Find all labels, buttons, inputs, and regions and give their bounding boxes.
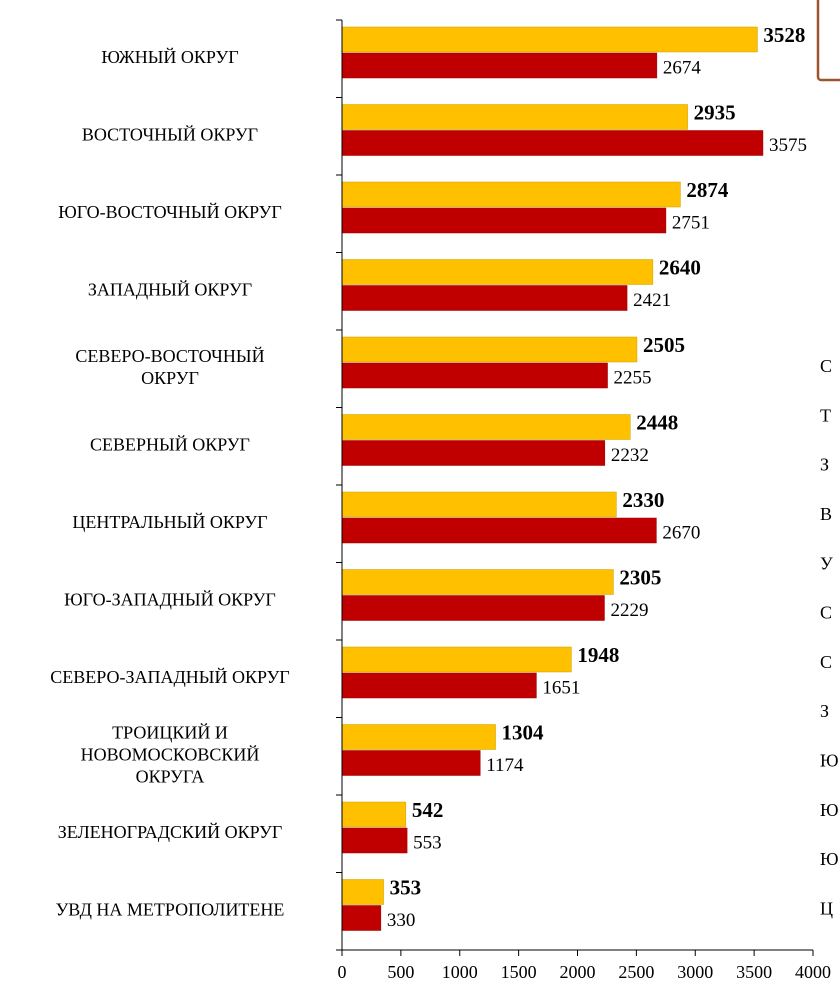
value-label: 2229 [610,600,648,621]
category-label: ЮЖНЫЙ ОКРУГ [101,47,238,67]
value-label: 330 [387,910,416,931]
value-label: 2874 [686,178,729,202]
category-label: ЮГО-ЗАПАДНЫЙ ОКРУГ [64,589,276,609]
value-label: 2448 [636,410,678,434]
callout-box [816,0,840,82]
bar [341,207,667,234]
overflow-label: С [820,603,832,623]
overflow-label: З [820,701,829,721]
bar [341,259,654,285]
value-label: 2670 [662,522,700,543]
category-line: ЗАПАДНЫЙ ОКРУГ [88,279,252,299]
overflow-label: С [820,652,832,672]
overflow-label: С [820,356,832,376]
bar [341,879,384,905]
category-label: СЕВЕРО-ЗАПАДНЫЙ ОКРУГ [50,667,289,687]
overflow-label: Ц [820,898,833,918]
overflow-label: З [820,455,829,475]
bar [341,724,496,750]
bar [341,26,758,53]
value-label: 542 [412,798,444,822]
value-label: 2674 [663,57,702,78]
overflow-label: Ю [820,849,839,869]
value-label: 2640 [659,255,701,279]
category-line: ОКРУГА [136,766,205,786]
overflow-label: Ю [820,800,839,820]
category-label: СЕВЕРНЫЙ ОКРУГ [90,434,250,454]
x-tick-label: 1000 [442,962,478,982]
bar [341,517,657,544]
x-tick-label: 3500 [736,962,772,982]
category-line: СЕВЕРО-ВОСТОЧНЫЙ [75,346,264,366]
overflow-label: Т [820,405,831,425]
bar [341,336,638,363]
bar [341,595,605,621]
bar [341,569,614,595]
bar [341,827,408,854]
bar [341,491,617,518]
value-label: 553 [413,832,442,853]
overflow-label: У [820,553,833,573]
category-label: ВОСТОЧНЫЙ ОКРУГ [82,124,258,144]
x-tick-label: 3000 [677,962,713,982]
category-line: ЮГО-ЗАПАДНЫЙ ОКРУГ [64,589,276,609]
category-line: НОВОМОСКОВСКИЙ [81,744,260,764]
bar [341,905,382,931]
bar [341,801,407,828]
value-label: 1651 [542,677,580,698]
bar [341,362,608,389]
category-line: ЗЕЛЕНОГРАДСКИЙ ОКРУГ [58,822,283,842]
value-label: 353 [390,875,422,899]
bar [341,130,764,156]
value-label: 1304 [502,720,545,744]
bar [341,285,628,311]
bar [341,181,681,208]
value-label: 2330 [622,488,664,512]
overflow-label: В [820,504,832,524]
category-label: ТРОИЦКИЙ И НОВОМОСКОВСКИЙ ОКРУГА [81,722,260,786]
bar [341,646,572,673]
value-label: 2232 [611,445,649,466]
value-label: 2305 [619,565,661,589]
x-tick-label: 2000 [560,962,596,982]
x-tick-label: 4000 [795,962,831,982]
overflow-label: Ю [820,751,839,771]
x-tick-label: 2500 [618,962,654,982]
value-label: 2255 [614,367,652,388]
category-line: ТРОИЦКИЙ И [112,722,228,742]
category-label: ЦЕНТРАЛЬНЫЙ ОКРУГ [72,512,267,532]
category-line: СЕВЕРО-ЗАПАДНЫЙ ОКРУГ [50,667,289,687]
value-label: 1948 [577,643,619,667]
category-line: ВОСТОЧНЫЙ ОКРУГ [82,124,258,144]
bar [341,104,688,130]
category-label: ЗАПАДНЫЙ ОКРУГ [88,279,252,299]
value-label: 2751 [672,212,710,233]
x-tick-label: 1500 [501,962,537,982]
category-line: УВД НА МЕТРОПОЛИТЕНЕ [56,899,285,919]
value-label: 1174 [486,755,524,776]
category-line: СЕВЕРНЫЙ ОКРУГ [90,434,250,454]
value-label: 2505 [643,333,685,357]
bar [341,672,537,699]
value-label: 2421 [633,290,671,311]
category-label: ЮГО-ВОСТОЧНЫЙ ОКРУГ [58,202,282,222]
value-label: 3575 [769,135,807,156]
bar [341,414,631,440]
category-line: ЮГО-ВОСТОЧНЫЙ ОКРУГ [58,202,282,222]
category-label: ЗЕЛЕНОГРАДСКИЙ ОКРУГ [58,822,283,842]
x-tick-label: 0 [338,962,347,982]
bar [341,440,606,466]
category-label: СЕВЕРО-ВОСТОЧНЫЙ ОКРУГ [75,346,264,388]
value-label: 2935 [694,100,736,124]
category-line: ЮЖНЫЙ ОКРУГ [101,47,238,67]
bar [341,52,658,79]
bar [341,750,481,776]
category-line: ЦЕНТРАЛЬНЫЙ ОКРУГ [72,512,267,532]
value-label: 3528 [763,23,805,47]
x-tick-label: 500 [387,962,414,982]
category-label: УВД НА МЕТРОПОЛИТЕНЕ [56,899,285,919]
category-line: ОКРУГ [141,368,199,388]
